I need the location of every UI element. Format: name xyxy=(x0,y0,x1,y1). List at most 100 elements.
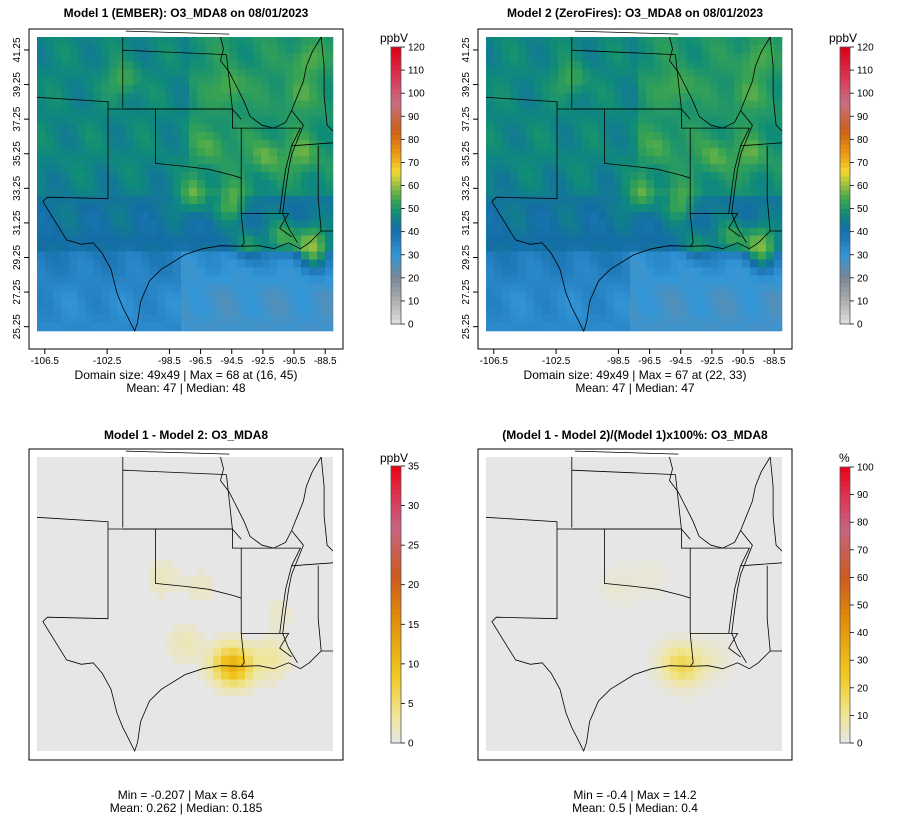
grid-cell xyxy=(197,259,206,268)
grid-cell xyxy=(285,124,294,133)
panel-title: Model 2 (ZeroFires): O3_MDA8 on 08/01/20… xyxy=(506,6,764,20)
grid-cell xyxy=(654,180,663,189)
grid-cell xyxy=(125,291,134,300)
grid-cell xyxy=(173,647,182,656)
grid-cell xyxy=(702,92,711,101)
grid-cell xyxy=(486,132,495,141)
grid-cell xyxy=(53,299,62,308)
grid-cell xyxy=(117,68,126,78)
grid-cell xyxy=(694,124,703,133)
map-boundary xyxy=(42,529,242,753)
grid-cell xyxy=(197,299,206,308)
grid-cell xyxy=(638,315,647,324)
grid-cell xyxy=(245,639,254,649)
colorbar-segment xyxy=(391,93,401,99)
grid-cell xyxy=(269,671,278,680)
grid-cell xyxy=(285,243,294,252)
map-boundary xyxy=(241,547,302,634)
colorbar-segment xyxy=(391,466,401,472)
grid-cell xyxy=(213,235,222,244)
grid-cell xyxy=(173,116,182,125)
grid-cell xyxy=(213,116,222,125)
grid-cell xyxy=(598,180,607,189)
colorbar-segment xyxy=(840,738,850,744)
grid-cell xyxy=(774,124,783,133)
grid-cell xyxy=(670,687,679,696)
grid-cell xyxy=(534,84,543,93)
grid-cell xyxy=(606,315,615,324)
grid-cell xyxy=(702,84,711,93)
grid-cell xyxy=(710,116,719,125)
grid-cell xyxy=(558,251,567,260)
grid-cell xyxy=(502,124,511,133)
grid-cell xyxy=(125,124,134,133)
grid-cell xyxy=(229,267,238,276)
grid-cell xyxy=(309,251,318,260)
grid-cell xyxy=(245,663,254,672)
colorbar-segment xyxy=(391,609,401,615)
grid-cell xyxy=(742,227,751,236)
colorbar-segment xyxy=(840,148,850,154)
grid-cell xyxy=(93,219,102,229)
grid-cell xyxy=(590,227,599,236)
colorbar-segment xyxy=(840,559,850,564)
grid-cell xyxy=(638,76,647,85)
grid-cell xyxy=(502,307,511,316)
grid-cell xyxy=(734,291,743,300)
grid-cell xyxy=(237,283,246,292)
grid-cell xyxy=(766,108,775,117)
grid-cell xyxy=(277,235,286,244)
grid-cell xyxy=(766,299,775,308)
grid-cell xyxy=(53,307,62,316)
grid-cell xyxy=(494,299,503,308)
grid-cell xyxy=(646,259,655,268)
grid-cell xyxy=(253,679,262,688)
grid-cell xyxy=(630,243,639,252)
grid-cell xyxy=(494,187,503,197)
grid-cell xyxy=(494,275,503,284)
colorbar-segment xyxy=(840,287,850,293)
grid-cell xyxy=(710,655,719,664)
map-boundary xyxy=(36,516,109,529)
grid-cell xyxy=(69,291,78,300)
grid-cell xyxy=(510,164,519,173)
grid-cell xyxy=(582,307,591,316)
grid-cell xyxy=(173,291,182,300)
grid-cell xyxy=(269,203,278,213)
stats-line1: Min = -0.4 | Max = 14.2 xyxy=(573,788,697,802)
colorbar-segment xyxy=(840,614,850,620)
grid-cell xyxy=(285,615,294,625)
grid-cell xyxy=(630,275,639,284)
grid-cell xyxy=(277,631,286,641)
grid-cell xyxy=(758,108,767,117)
grid-cell xyxy=(750,211,759,221)
grid-cell xyxy=(317,283,326,292)
grid-cell xyxy=(622,76,631,85)
grid-cell xyxy=(510,124,519,133)
grid-cell xyxy=(694,116,703,125)
grid-cell xyxy=(133,251,142,260)
grid-cell xyxy=(253,76,262,85)
grid-cell xyxy=(558,243,567,252)
grid-cell xyxy=(261,132,270,141)
grid-cell xyxy=(726,52,735,62)
grid-cell xyxy=(61,92,70,101)
colorbar-segment xyxy=(840,669,850,675)
grid-cell xyxy=(750,307,759,316)
colorbar-segment xyxy=(840,522,850,528)
grid-cell xyxy=(558,108,567,117)
grid-cell xyxy=(622,156,631,165)
colorbar-segment xyxy=(840,116,850,122)
grid-cell xyxy=(109,187,118,197)
grid-cell xyxy=(710,132,719,141)
grid-cell xyxy=(494,124,503,133)
grid-cell xyxy=(133,100,142,109)
colorbar-tick-label: 50 xyxy=(408,204,420,215)
grid-cell xyxy=(582,323,591,332)
grid-cell xyxy=(542,219,551,229)
grid-cell xyxy=(686,116,695,125)
grid-cell xyxy=(109,283,118,292)
grid-cell xyxy=(117,315,126,324)
grid-cell xyxy=(502,76,511,85)
grid-cell xyxy=(221,687,230,696)
